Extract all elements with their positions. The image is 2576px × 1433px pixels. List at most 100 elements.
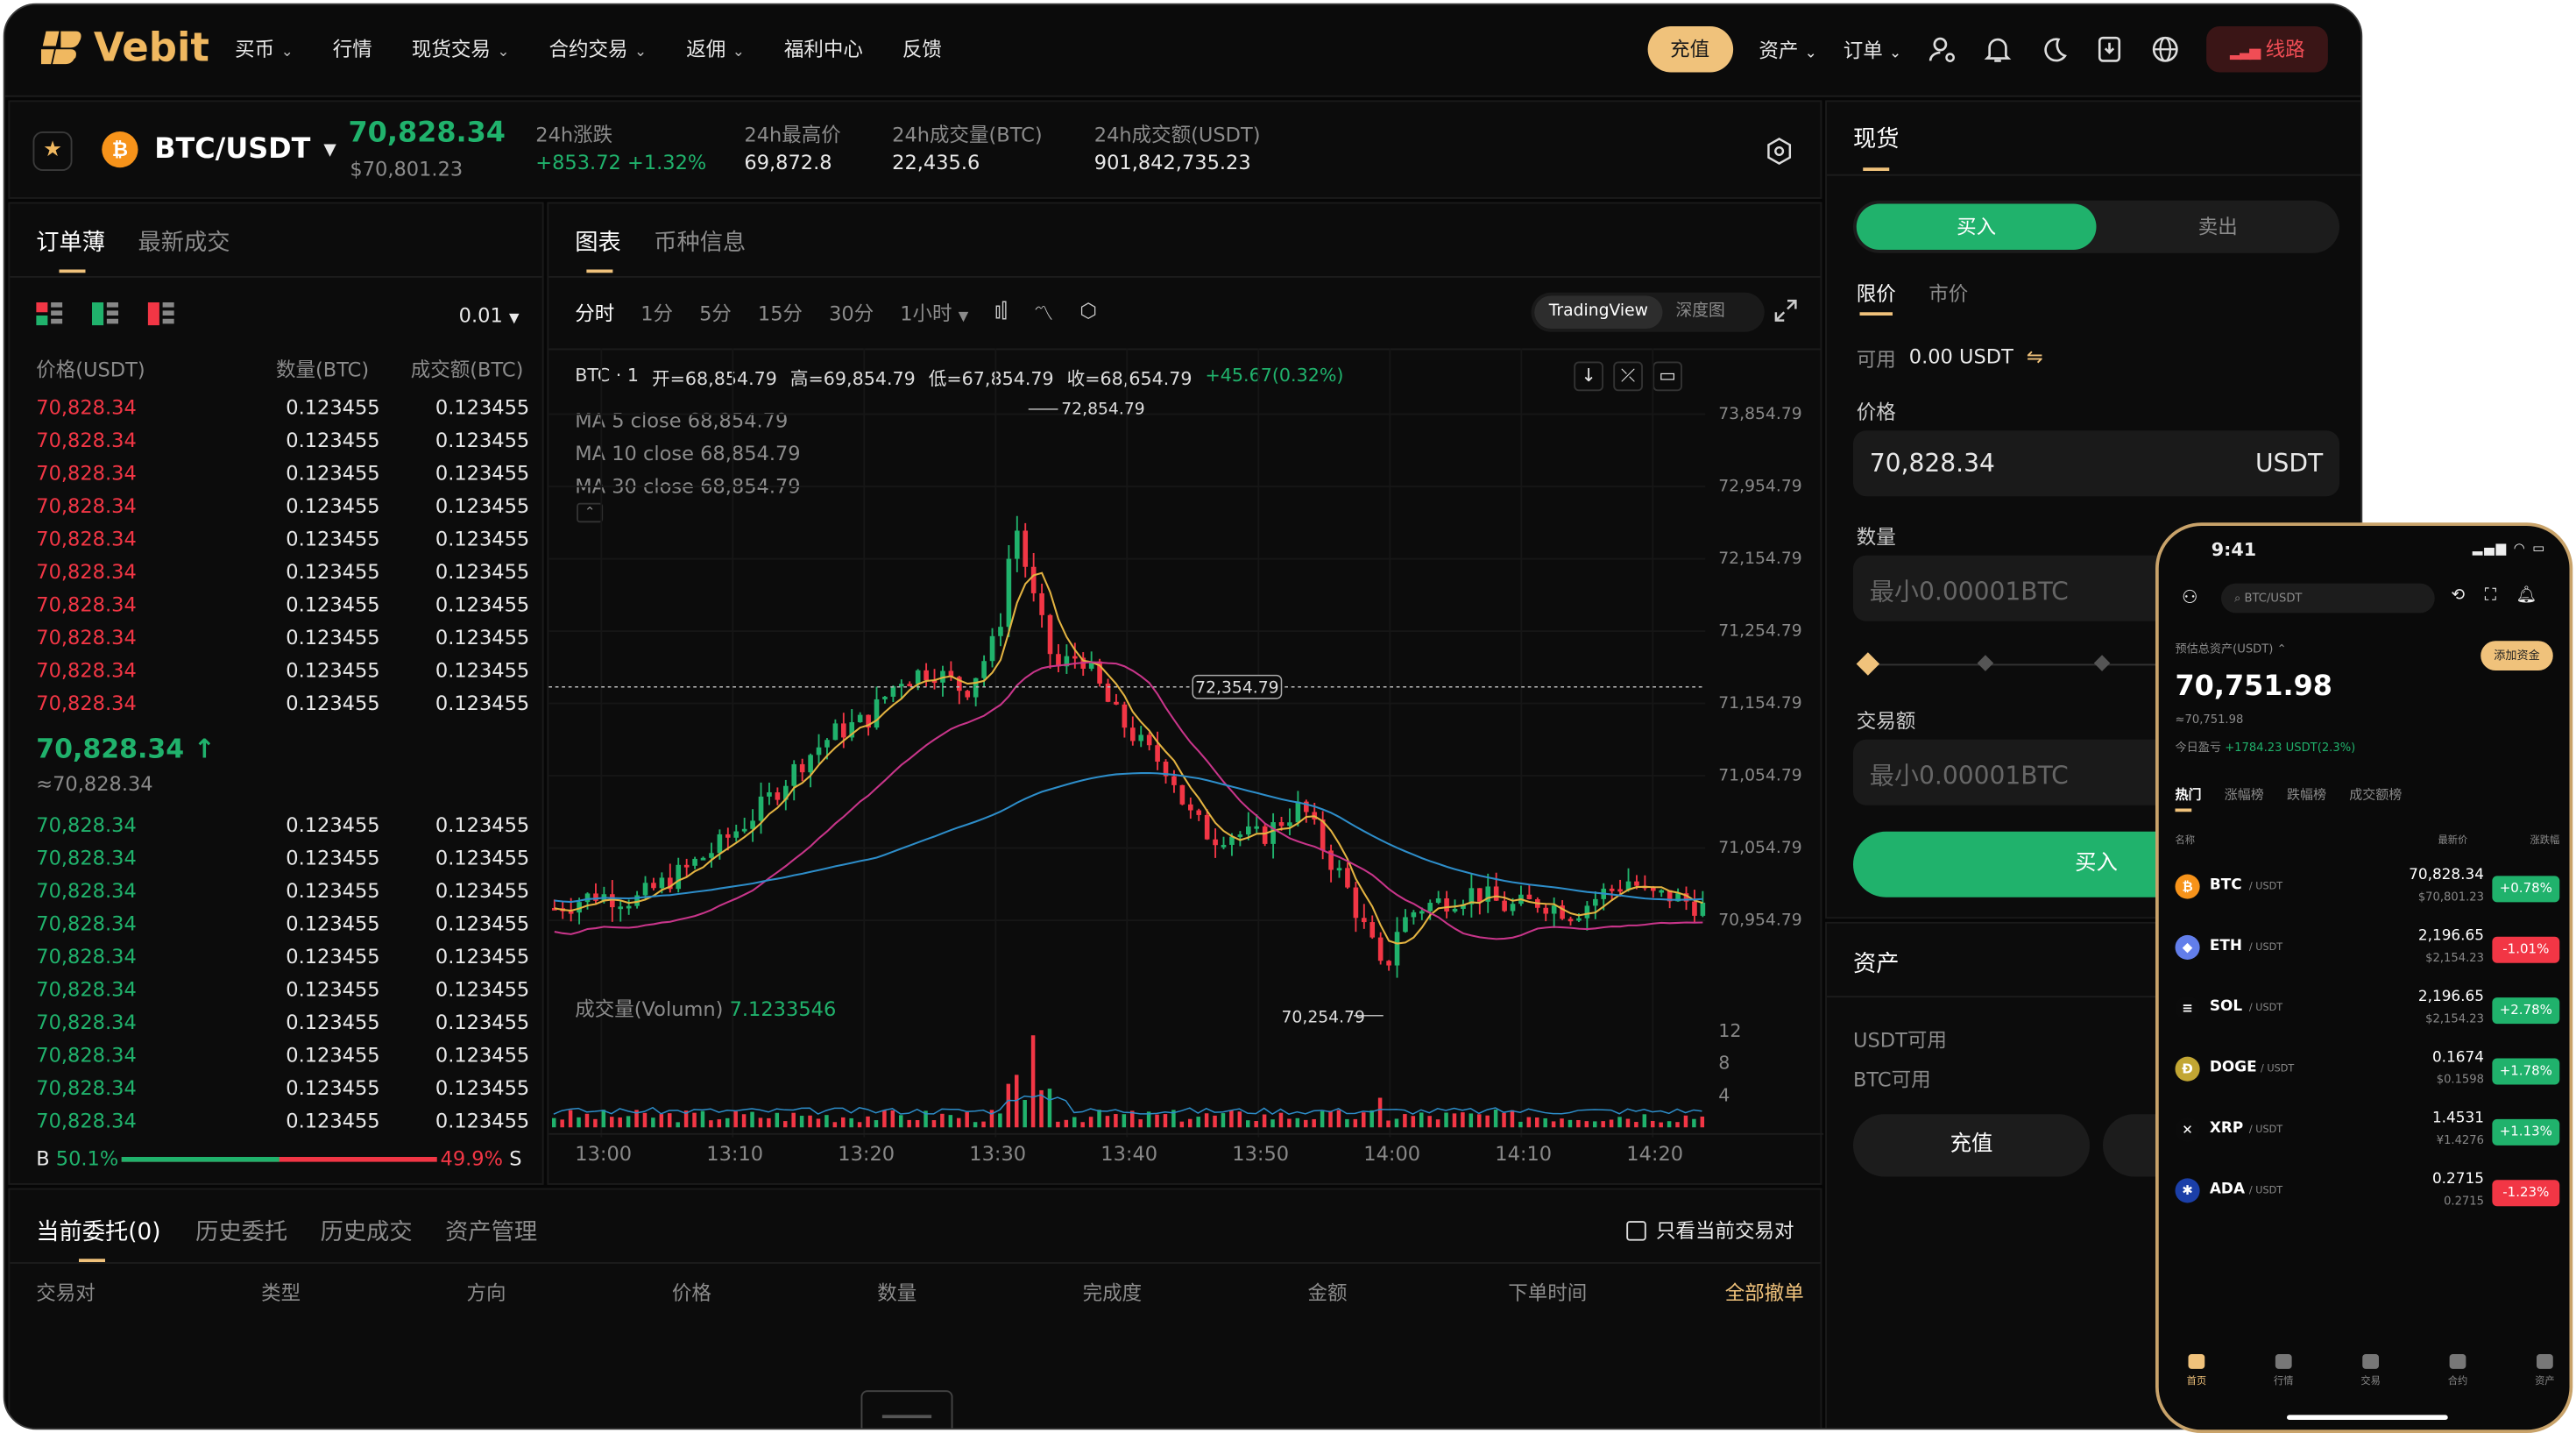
slider-handle[interactable] — [1856, 652, 1880, 676]
market-row[interactable]: ◆ ETH / USDT 2,196.65 $2,154.23 -1.01% — [2175, 922, 2560, 982]
ask-row[interactable]: 70,828.34 0.123455 0.123455 — [36, 391, 529, 424]
menu-markets[interactable]: 行情 — [332, 38, 372, 61]
orders-menu[interactable]: 订单 ⌄ — [1843, 39, 1902, 62]
bottom-nav-2[interactable]: 交易 — [2346, 1354, 2396, 1387]
bid-row[interactable]: 70,828.34 0.123455 0.123455 — [36, 1006, 529, 1039]
add-funds-button[interactable]: 添加资金 — [2480, 641, 2553, 670]
menu-rewards[interactable]: 福利中心 — [783, 38, 863, 61]
support-icon[interactable]: ⟲ — [2451, 586, 2466, 605]
moon-icon[interactable] — [2040, 34, 2070, 64]
collapse-legend-icon[interactable]: ⌃ — [577, 502, 604, 523]
slider-step[interactable] — [2093, 655, 2111, 671]
collapse-icon[interactable]: ⤫ — [1613, 361, 1643, 392]
ask-row[interactable]: 70,828.34 0.123455 0.123455 — [36, 424, 529, 458]
bid-row[interactable]: 70,828.34 0.123455 0.123455 — [36, 1104, 529, 1138]
assets-deposit-button[interactable]: 充值 — [1853, 1114, 2090, 1177]
bid-row[interactable]: 70,828.34 0.123455 0.123455 — [36, 1039, 529, 1072]
only-current-pair-checkbox[interactable]: 只看当前交易对 — [1626, 1217, 1794, 1245]
interval-5m[interactable]: 5分 — [699, 302, 732, 326]
mode-depth[interactable]: 深度图 — [1675, 302, 1725, 321]
interval-15m[interactable]: 15分 — [757, 302, 803, 326]
menu-futures[interactable]: 合约交易 ⌄ — [548, 38, 648, 61]
sell-tab[interactable]: 卖出 — [2197, 215, 2238, 238]
ask-row[interactable]: 70,828.34 0.123455 0.123455 — [36, 588, 529, 621]
interval-line[interactable]: 分时 — [575, 302, 615, 326]
ask-row[interactable]: 70,828.34 0.123455 0.123455 — [36, 490, 529, 523]
chevron-up-icon[interactable]: ⌃ — [2276, 642, 2287, 656]
precision-select[interactable]: 0.01 ▼ — [458, 303, 520, 328]
bottom-nav-3[interactable]: 合约 — [2433, 1354, 2482, 1387]
cancel-all-button[interactable]: 全部撤单 — [1724, 1281, 1804, 1305]
price-input[interactable]: 70,828.34 USDT — [1853, 430, 2339, 497]
bell-icon[interactable] — [1984, 34, 2013, 64]
menu-feedback[interactable]: 反馈 — [902, 38, 942, 61]
tab-recent-trades[interactable]: 最新成交 — [138, 230, 230, 257]
ask-row[interactable]: 70,828.34 0.123455 0.123455 — [36, 522, 529, 556]
book-asks-icon[interactable] — [147, 302, 174, 326]
fullscreen-icon[interactable] — [1774, 299, 1797, 322]
mode-tradingview[interactable]: TradingView — [1534, 295, 1663, 329]
brand-logo[interactable]: Vebit — [40, 25, 209, 71]
phone-tab-losers[interactable]: 跌幅榜 — [2287, 787, 2326, 802]
candles-icon[interactable]: ⫾⫿ — [994, 299, 1008, 323]
bid-row[interactable]: 70,828.34 0.123455 0.123455 — [36, 1072, 529, 1105]
price-chart[interactable]: 72,354.79 72,854.79 70,254.79 73,854.79 72,9… — [548, 348, 1824, 1187]
pair-selector[interactable]: ₿ BTC/USDT ▼ — [102, 131, 336, 168]
bid-row[interactable]: 70,828.34 0.123455 0.123455 — [36, 907, 529, 940]
book-bids-icon[interactable] — [92, 302, 118, 326]
interval-1h[interactable]: 1小时 ▼ — [900, 302, 969, 326]
tab-trade-history[interactable]: 历史成交 — [320, 1219, 413, 1246]
ask-row[interactable]: 70,828.34 0.123455 0.123455 — [36, 687, 529, 720]
settings-icon[interactable] — [1765, 137, 1794, 167]
deposit-button[interactable]: 充值 — [1646, 26, 1733, 73]
phone-tab-volume[interactable]: 成交额榜 — [2349, 787, 2403, 802]
bid-row[interactable]: 70,828.34 0.123455 0.123455 — [36, 809, 529, 842]
indicator-icon[interactable]: 〽 — [1033, 302, 1054, 326]
market-row[interactable]: ✕ XRP / USDT 1.4531 ¥1.4276 +1.13% — [2175, 1104, 2560, 1164]
bid-row[interactable]: 70,828.34 0.123455 0.123455 — [36, 973, 529, 1006]
download-icon[interactable] — [2095, 34, 2125, 64]
network-line-button[interactable]: ▂▃▅ 线路 — [2206, 26, 2328, 73]
interval-30m[interactable]: 30分 — [829, 302, 874, 326]
ask-row[interactable]: 70,828.34 0.123455 0.123455 — [36, 556, 529, 589]
slider-step[interactable] — [1977, 655, 1994, 671]
bell-icon[interactable]: 🔔︎ — [2516, 586, 2537, 605]
market-row[interactable]: ≡ SOL / USDT 2,196.65 $2,154.23 +2.78% — [2175, 983, 2560, 1042]
phone-search-input[interactable]: ⌕ BTC/USDT — [2221, 583, 2435, 614]
bid-row[interactable]: 70,828.34 0.123455 0.123455 — [36, 841, 529, 875]
arrow-down-icon[interactable]: ↓ — [1574, 361, 1603, 392]
menu-rebate[interactable]: 返佣 ⌄ — [686, 38, 745, 61]
menu-buy-crypto[interactable]: 买币 ⌄ — [235, 38, 294, 61]
chart-settings-icon[interactable]: ⬡ — [1079, 299, 1097, 323]
bid-row[interactable]: 70,828.34 0.123455 0.123455 — [36, 875, 529, 908]
interval-1m[interactable]: 1分 — [640, 302, 674, 326]
assets-menu[interactable]: 资产 ⌄ — [1759, 39, 1817, 62]
bottom-nav-1[interactable]: 行情 — [2259, 1354, 2308, 1387]
buy-tab[interactable]: 买入 — [1856, 203, 2097, 250]
star-icon[interactable]: ★ — [32, 131, 73, 171]
tab-market[interactable]: 市价 — [1928, 282, 1969, 306]
scan-icon[interactable]: ⛶ — [2484, 586, 2496, 605]
menu-spot[interactable]: 现货交易 ⌄ — [411, 38, 510, 61]
user-icon[interactable]: ⚇ — [2182, 586, 2198, 608]
market-row[interactable]: Ð DOGE / USDT 0.1674 $0.1598 +1.78% — [2175, 1044, 2560, 1103]
user-settings-icon[interactable] — [1928, 34, 1957, 64]
bid-row[interactable]: 70,828.34 0.123455 0.123455 — [36, 940, 529, 974]
tab-coin-info[interactable]: 币种信息 — [654, 230, 747, 257]
tab-limit[interactable]: 限价 — [1856, 282, 1896, 306]
tab-orderbook[interactable]: 订单薄 — [36, 230, 105, 257]
market-row[interactable]: ✱ ADA / USDT 0.2715 0.2715 -1.23% — [2175, 1165, 2560, 1224]
ask-row[interactable]: 70,828.34 0.123455 0.123455 — [36, 654, 529, 687]
tab-asset-management[interactable]: 资产管理 — [445, 1219, 538, 1246]
market-row[interactable]: ₿ BTC / USDT 70,828.34 $70,801.23 +0.78% — [2175, 862, 2560, 921]
tab-open-orders[interactable]: 当前委托(0) — [36, 1219, 161, 1246]
tab-order-history[interactable]: 历史委托 — [195, 1219, 288, 1246]
ask-row[interactable]: 70,828.34 0.123455 0.123455 — [36, 621, 529, 655]
phone-tab-hot[interactable]: 热门 — [2175, 787, 2202, 802]
phone-tab-gainers[interactable]: 涨幅榜 — [2224, 787, 2264, 802]
ask-row[interactable]: 70,828.34 0.123455 0.123455 — [36, 457, 529, 490]
frame-icon[interactable]: ▭ — [1652, 361, 1682, 392]
tab-chart[interactable]: 图表 — [575, 230, 621, 257]
globe-icon[interactable] — [2151, 34, 2181, 64]
transfer-icon[interactable]: ⇋ — [2026, 344, 2043, 368]
